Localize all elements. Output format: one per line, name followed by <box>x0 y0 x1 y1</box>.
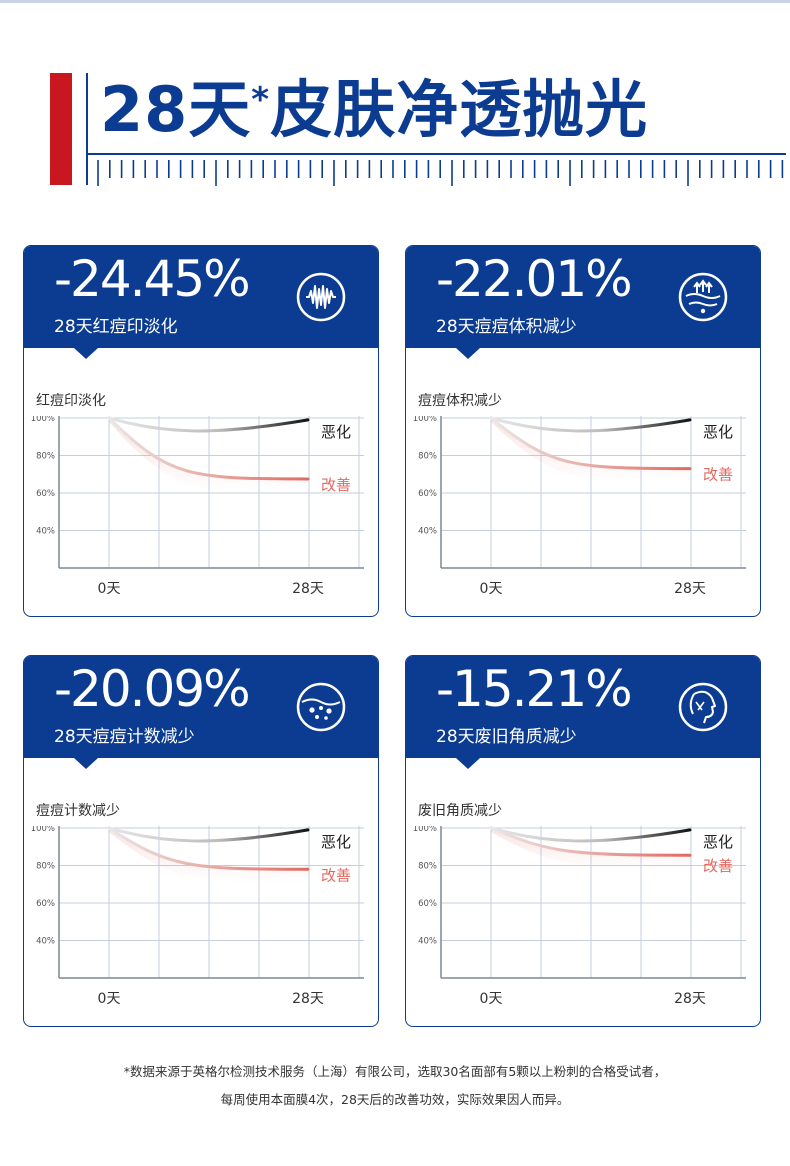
x-tick-label: 28天 <box>292 991 324 1007</box>
result-card-1: -24.45% 28天红痘印淡化 红痘印淡化 100% 80% 60% 40% 0天 28… <box>23 245 379 617</box>
series-label-worsen: 恶化 <box>321 423 351 441</box>
series-line-improve <box>107 416 310 481</box>
y-tick-label: 40% <box>36 527 55 537</box>
result-card-4: -15.21% 28天废旧角质减少 废旧角质减少 100% 80% 60% 40% 0天… <box>405 655 761 1027</box>
card-subtitle: 28天痘痘计数减少 <box>54 727 195 747</box>
series-line-improve <box>489 826 692 857</box>
header-pointer <box>456 758 480 769</box>
series-label-improve: 改善 <box>703 857 733 875</box>
y-tick-label: 60% <box>418 489 437 499</box>
series-label-worsen: 恶化 <box>321 833 351 851</box>
x-tick-label: 0天 <box>98 581 121 597</box>
series-label-improve: 改善 <box>703 466 733 484</box>
face-profile-icon <box>678 682 728 732</box>
footnote: *数据来源于英格尔检测技术服务（上海）有限公司，选取30名面部有5颗以上粉刺的合… <box>0 1058 790 1114</box>
y-tick-label: 100% <box>413 826 437 834</box>
y-tick-label: 100% <box>413 416 437 424</box>
y-tick-label: 40% <box>418 527 437 537</box>
header-pointer <box>74 348 98 359</box>
y-tick-label: 100% <box>31 416 55 424</box>
card-header: -20.09% 28天痘痘计数减少 <box>24 656 378 758</box>
series-line-improve <box>107 826 310 871</box>
series-glow-improve <box>109 418 308 493</box>
result-card-3: -20.09% 28天痘痘计数减少 痘痘计数减少 100% 80% 60% 40% 0天… <box>23 655 379 1027</box>
x-tick-label: 0天 <box>480 581 503 597</box>
percentage-value: -15.21% <box>436 660 633 718</box>
wave-circle-icon <box>296 272 346 322</box>
card-header: -24.45% 28天红痘印淡化 <box>24 246 378 348</box>
card-subtitle: 28天废旧角质减少 <box>436 727 577 747</box>
series-label-worsen: 恶化 <box>703 423 733 441</box>
footnote-line-1: *数据来源于英格尔检测技术服务（上海）有限公司，选取30名面部有5颗以上粉刺的合… <box>123 1064 667 1079</box>
y-tick-label: 80% <box>418 452 437 462</box>
percentage-value: -24.45% <box>54 250 251 308</box>
y-tick-label: 80% <box>418 862 437 872</box>
dots-circle-icon <box>296 682 346 732</box>
y-tick-label: 100% <box>31 826 55 834</box>
series-glow-improve <box>491 418 690 483</box>
skin-layer-icon <box>678 272 728 322</box>
x-tick-label: 28天 <box>674 991 706 1007</box>
title-accent-bar <box>50 73 72 185</box>
header-pointer <box>74 758 98 769</box>
chart-label: 红痘印淡化 <box>36 393 106 409</box>
page-title: 28天*皮肤净透抛光 <box>100 73 649 146</box>
series-glow-improve <box>491 828 690 870</box>
x-tick-label: 0天 <box>480 991 503 1007</box>
percentage-value: -20.09% <box>54 660 251 718</box>
y-tick-label: 60% <box>36 899 55 909</box>
header-pointer <box>456 348 480 359</box>
series-line-improve <box>489 416 692 471</box>
title-vertical-rule <box>86 73 88 185</box>
chart-label: 痘痘体积减少 <box>418 393 502 409</box>
series-line-worsen <box>107 826 310 843</box>
series-line-worsen <box>489 416 692 433</box>
y-tick-label: 40% <box>36 937 55 947</box>
chart-label: 废旧角质减少 <box>418 803 502 819</box>
series-line-worsen <box>489 826 692 843</box>
chart-label: 痘痘计数减少 <box>36 803 120 819</box>
series-label-improve: 改善 <box>321 476 351 494</box>
y-tick-label: 40% <box>418 937 437 947</box>
card-header: -15.21% 28天废旧角质减少 <box>406 656 760 758</box>
x-tick-label: 28天 <box>292 581 324 597</box>
x-tick-label: 28天 <box>674 581 706 597</box>
series-label-worsen: 恶化 <box>703 833 733 851</box>
result-card-2: -22.01% 28天痘痘体积减少 痘痘体积减少 100% 80% 60% 40% 0天… <box>405 245 761 617</box>
card-subtitle: 28天红痘印淡化 <box>54 317 178 337</box>
card-header: -22.01% 28天痘痘体积减少 <box>406 246 760 348</box>
series-label-improve: 改善 <box>321 866 351 884</box>
y-tick-label: 80% <box>36 862 55 872</box>
y-tick-label: 80% <box>36 452 55 462</box>
y-tick-label: 60% <box>36 489 55 499</box>
y-tick-label: 60% <box>418 899 437 909</box>
series-line-worsen <box>107 416 310 433</box>
ruler-decoration <box>86 153 786 186</box>
percentage-value: -22.01% <box>436 250 633 308</box>
top-divider <box>0 0 790 3</box>
x-tick-label: 0天 <box>98 991 121 1007</box>
card-subtitle: 28天痘痘体积减少 <box>436 317 577 337</box>
footnote-line-2: 每周使用本面膜4次，28天后的改善功效，实际效果因人而异。 <box>220 1092 570 1107</box>
